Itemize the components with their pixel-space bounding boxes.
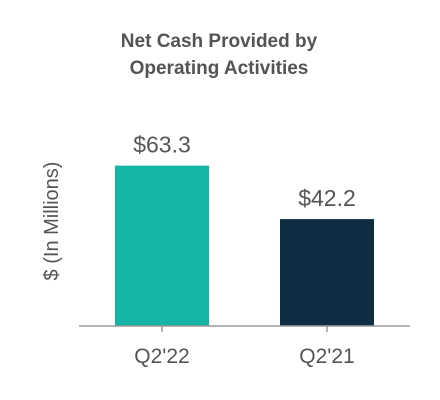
x-tick-label-1: Q2'22: [134, 345, 189, 368]
data-labels-group: $63.3 $42.2: [133, 132, 356, 211]
x-tick-label-2: Q2'21: [299, 345, 354, 368]
x-tick-labels-group: Q2'22 Q2'21: [134, 345, 354, 368]
chart-title-line-2: Operating Activities: [130, 58, 309, 79]
chart-title-line-1: Net Cash Provided by: [121, 31, 318, 52]
data-label-1: $63.3: [133, 132, 191, 158]
bars-group: [115, 165, 374, 326]
bar-1: [115, 165, 209, 326]
y-axis-label: $ (In Millions): [41, 162, 63, 281]
data-label-2: $42.2: [298, 185, 356, 211]
x-ticks-group: [161, 326, 328, 332]
bar-2: [280, 219, 374, 326]
